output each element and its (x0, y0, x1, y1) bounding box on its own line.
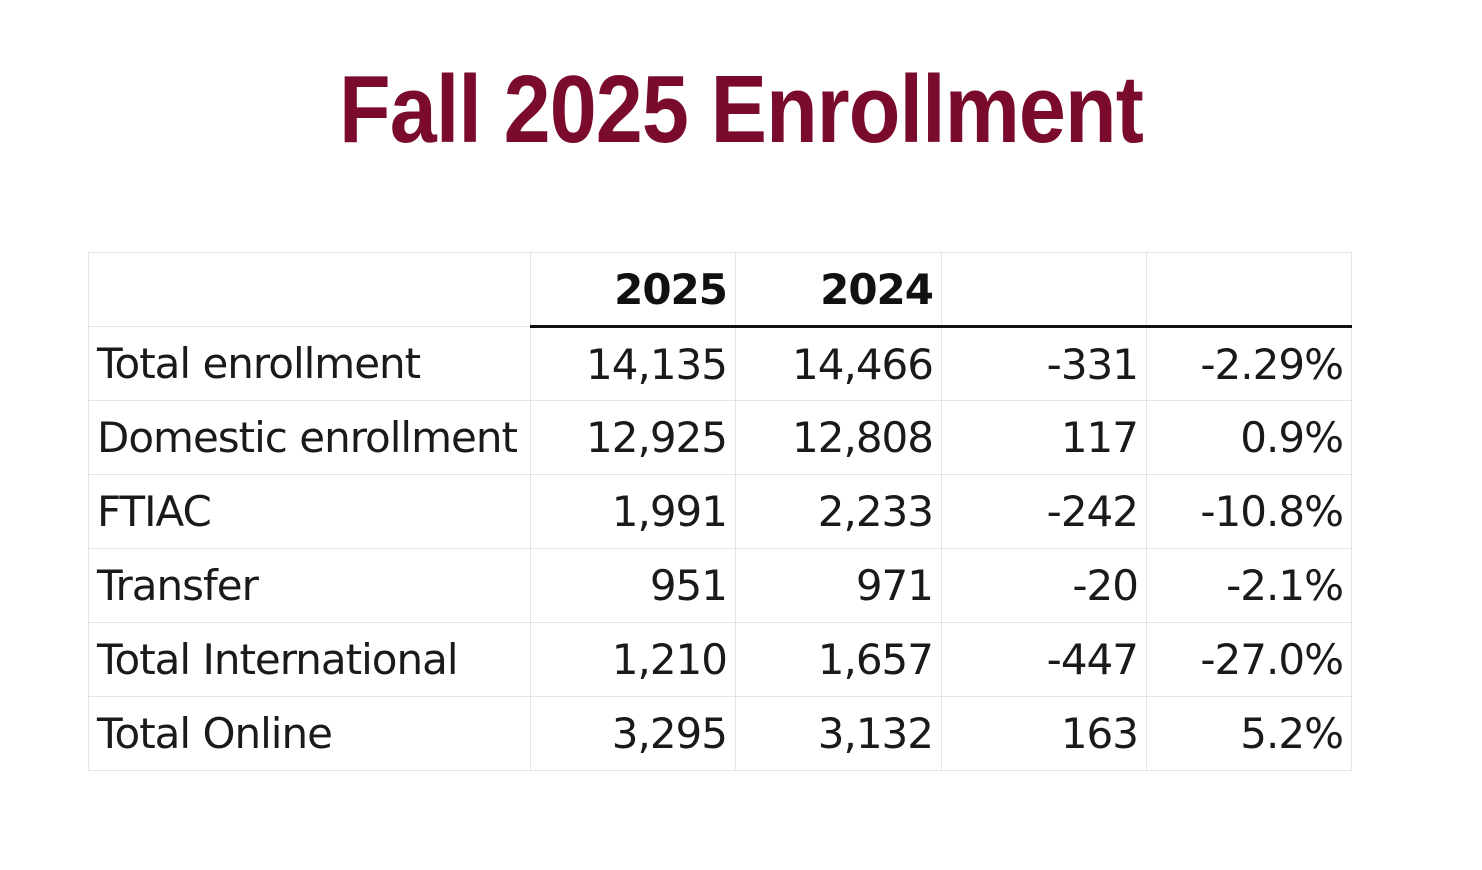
cell-change: 163 (941, 696, 1147, 771)
cell-2024: 3,132 (735, 696, 942, 771)
table-row: Total International 1,210 1,657 -447 -27… (88, 622, 1352, 697)
page-title: Fall 2025 Enrollment (338, 56, 1144, 163)
cell-2025: 3,295 (530, 696, 736, 771)
row-label: FTIAC (88, 474, 531, 549)
row-label: Transfer (88, 548, 531, 623)
table-row: Total Online 3,295 3,132 163 5.2% (88, 696, 1352, 771)
row-label: Domestic enrollment (88, 400, 531, 475)
cell-percent: -2.1% (1146, 548, 1352, 623)
row-label: Total International (88, 622, 531, 697)
table-row: Domestic enrollment 12,925 12,808 117 0.… (88, 400, 1352, 475)
cell-2024: 12,808 (735, 400, 942, 475)
cell-2024: 1,657 (735, 622, 942, 697)
cell-2025: 1,991 (530, 474, 736, 549)
header-2024: 2024 (735, 252, 942, 328)
cell-percent: -27.0% (1146, 622, 1352, 697)
row-label: Total enrollment (88, 326, 531, 401)
table-header-row: 2025 2024 (88, 252, 1352, 328)
cell-percent: -10.8% (1146, 474, 1352, 549)
cell-percent: 0.9% (1146, 400, 1352, 475)
cell-2025: 1,210 (530, 622, 736, 697)
enrollment-table: 2025 2024 Total enrollment 14,135 14,466… (88, 252, 1352, 771)
cell-2025: 14,135 (530, 326, 736, 401)
header-blank-change (941, 252, 1147, 328)
cell-2025: 12,925 (530, 400, 736, 475)
cell-percent: 5.2% (1146, 696, 1352, 771)
cell-2024: 971 (735, 548, 942, 623)
cell-change: -331 (941, 326, 1147, 401)
cell-change: -20 (941, 548, 1147, 623)
cell-change: 117 (941, 400, 1147, 475)
cell-2024: 2,233 (735, 474, 942, 549)
cell-change: -447 (941, 622, 1147, 697)
header-2025: 2025 (530, 252, 736, 328)
table-row: Transfer 951 971 -20 -2.1% (88, 548, 1352, 623)
cell-2024: 14,466 (735, 326, 942, 401)
table-row: Total enrollment 14,135 14,466 -331 -2.2… (88, 326, 1352, 401)
header-blank-label (88, 252, 531, 327)
cell-2025: 951 (530, 548, 736, 623)
cell-percent: -2.29% (1146, 326, 1352, 401)
row-label: Total Online (88, 696, 531, 771)
cell-change: -242 (941, 474, 1147, 549)
table-row: FTIAC 1,991 2,233 -242 -10.8% (88, 474, 1352, 549)
header-blank-percent (1146, 252, 1352, 328)
